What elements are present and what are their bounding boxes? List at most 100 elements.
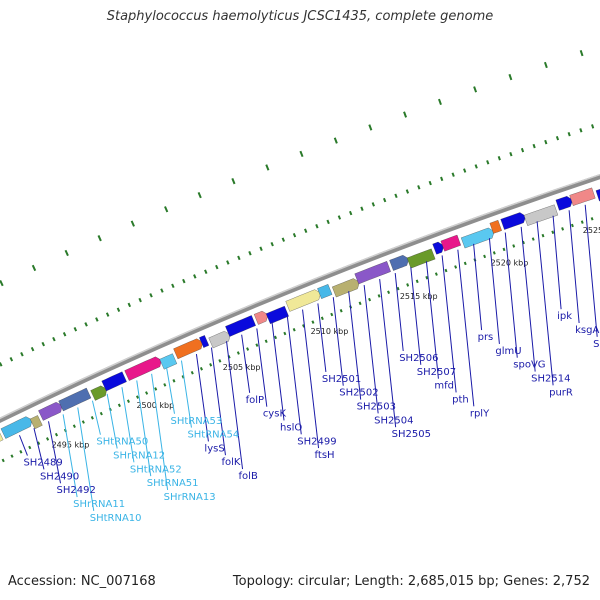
label-leader — [410, 267, 422, 365]
outer-tick-far — [333, 137, 338, 144]
outer-tick — [405, 189, 410, 194]
outer-tick — [73, 327, 78, 332]
feature-block — [124, 356, 162, 381]
inner-tick — [502, 247, 506, 252]
feature-label-folp: folP — [246, 395, 264, 406]
feature-label-sh2507: SH2507 — [417, 367, 456, 378]
inner-tick — [10, 454, 14, 458]
inner-tick — [145, 391, 149, 395]
outer-tick — [544, 139, 548, 145]
outer-tick-far — [164, 206, 169, 213]
feature-block — [317, 284, 333, 299]
inner-tick — [209, 363, 213, 367]
outer-tick — [509, 151, 513, 157]
inner-tick — [377, 294, 381, 298]
inner-tick — [163, 383, 167, 387]
label-leader — [317, 303, 327, 372]
feature-label-shtrna52: SHtRNA52 — [130, 464, 182, 475]
inner-tick — [90, 416, 94, 420]
feature-block — [489, 220, 502, 234]
feature-block — [406, 248, 436, 269]
outer-tick — [428, 180, 432, 186]
label-leader — [241, 334, 251, 393]
inner-tick — [54, 432, 59, 437]
outer-tick — [30, 346, 35, 352]
inner-tick — [551, 230, 555, 234]
outer-tick — [474, 164, 478, 169]
scale-tick-label: 2510 kbp — [311, 327, 349, 336]
feature-block — [332, 278, 360, 298]
inner-tick — [99, 411, 103, 416]
feature-label-shtrna54: SHtRNA54 — [187, 430, 239, 441]
outer-tick — [138, 297, 142, 303]
outer-tick — [171, 283, 175, 289]
label-leader — [286, 315, 302, 435]
feature-label-glmu: glmU — [495, 346, 521, 357]
label-leader — [151, 373, 169, 491]
backbone — [0, 173, 600, 424]
feature-block — [389, 255, 410, 271]
outer-tick-far — [197, 191, 202, 199]
inner-tick — [434, 272, 438, 276]
label-leader — [48, 421, 62, 484]
label-leader — [504, 232, 518, 358]
inner-tick — [72, 424, 76, 428]
inner-tick — [570, 223, 574, 228]
feature-label-shrrna12: SHrRNA12 — [113, 450, 165, 461]
inner-tick — [358, 301, 362, 306]
inner-tick — [330, 312, 334, 317]
outer-tick-far — [0, 280, 4, 287]
outer-tick — [520, 147, 525, 153]
outer-tick — [579, 128, 583, 133]
inner-tick — [19, 449, 23, 454]
inner-tick — [154, 387, 158, 391]
scale-tick-label: 2495 kbp — [52, 440, 90, 449]
feature-block — [58, 387, 92, 412]
feature-block — [159, 353, 178, 370]
outer-tick — [337, 215, 342, 220]
inner-tick — [1, 458, 5, 463]
feature-label-ksga: ksgA — [575, 325, 599, 336]
accession-text: Accession: NC_007168 — [8, 574, 156, 589]
inner-tick — [561, 227, 565, 231]
feature-block — [173, 338, 203, 360]
label-leader — [302, 309, 320, 449]
feature-block — [440, 234, 461, 252]
inner-tick — [406, 283, 410, 287]
feature-block — [29, 415, 43, 430]
inner-tick — [522, 240, 525, 245]
inner-tick — [415, 279, 419, 284]
inner-tick — [492, 251, 496, 255]
inner-tick — [46, 437, 50, 441]
feature-block — [101, 371, 127, 392]
inner-tick — [302, 324, 306, 328]
outer-tick — [567, 131, 571, 137]
inner-tick — [541, 233, 545, 238]
feature-label-shrrna13: SHrRNA13 — [164, 492, 216, 503]
outer-tick — [315, 224, 319, 229]
outer-tick — [360, 206, 364, 211]
feature-block — [555, 196, 573, 211]
feature-block — [265, 305, 289, 324]
outer-tick — [555, 135, 560, 141]
label-leader — [18, 435, 28, 456]
feature-label-rply: rplY — [470, 408, 490, 419]
scale-tick-label: 2520 kbp — [491, 258, 529, 267]
label-leader — [520, 226, 536, 372]
outer-tick — [62, 331, 67, 337]
feature-block — [432, 241, 445, 255]
feature-label-prs: prs — [478, 332, 494, 343]
inner-tick-dots — [1, 217, 594, 463]
label-leader — [33, 428, 45, 470]
feature-label-cysk: cysK — [263, 409, 287, 420]
label-leaders — [18, 204, 598, 511]
map-title: Staphylococcus haemolyticus JCSC1435, co… — [106, 9, 494, 24]
label-leader — [77, 407, 95, 511]
outer-tick — [95, 317, 99, 322]
feature-label-pth: pth — [452, 394, 469, 405]
feature-label-shrrna11: SHrRNA11 — [73, 499, 125, 510]
inner-tick — [512, 244, 516, 248]
label-leader — [536, 221, 554, 386]
outer-tick — [486, 160, 490, 165]
outer-tick — [463, 168, 467, 173]
